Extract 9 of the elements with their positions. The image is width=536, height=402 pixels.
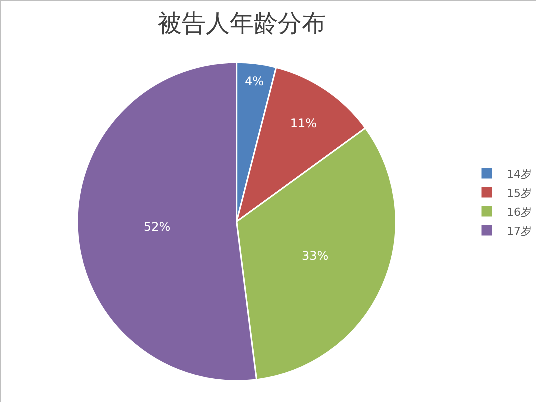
- data-label: 11%: [290, 116, 318, 130]
- legend-label: 16岁: [507, 206, 532, 219]
- legend-label: 15岁: [507, 186, 532, 200]
- chart-title: 被告人年龄分布: [158, 10, 326, 38]
- data-label: 33%: [302, 248, 329, 263]
- data-label: 4%: [245, 74, 264, 88]
- legend-label: 17岁: [507, 224, 532, 238]
- legend-label: 14岁: [507, 168, 532, 181]
- data-label: 52%: [144, 220, 171, 234]
